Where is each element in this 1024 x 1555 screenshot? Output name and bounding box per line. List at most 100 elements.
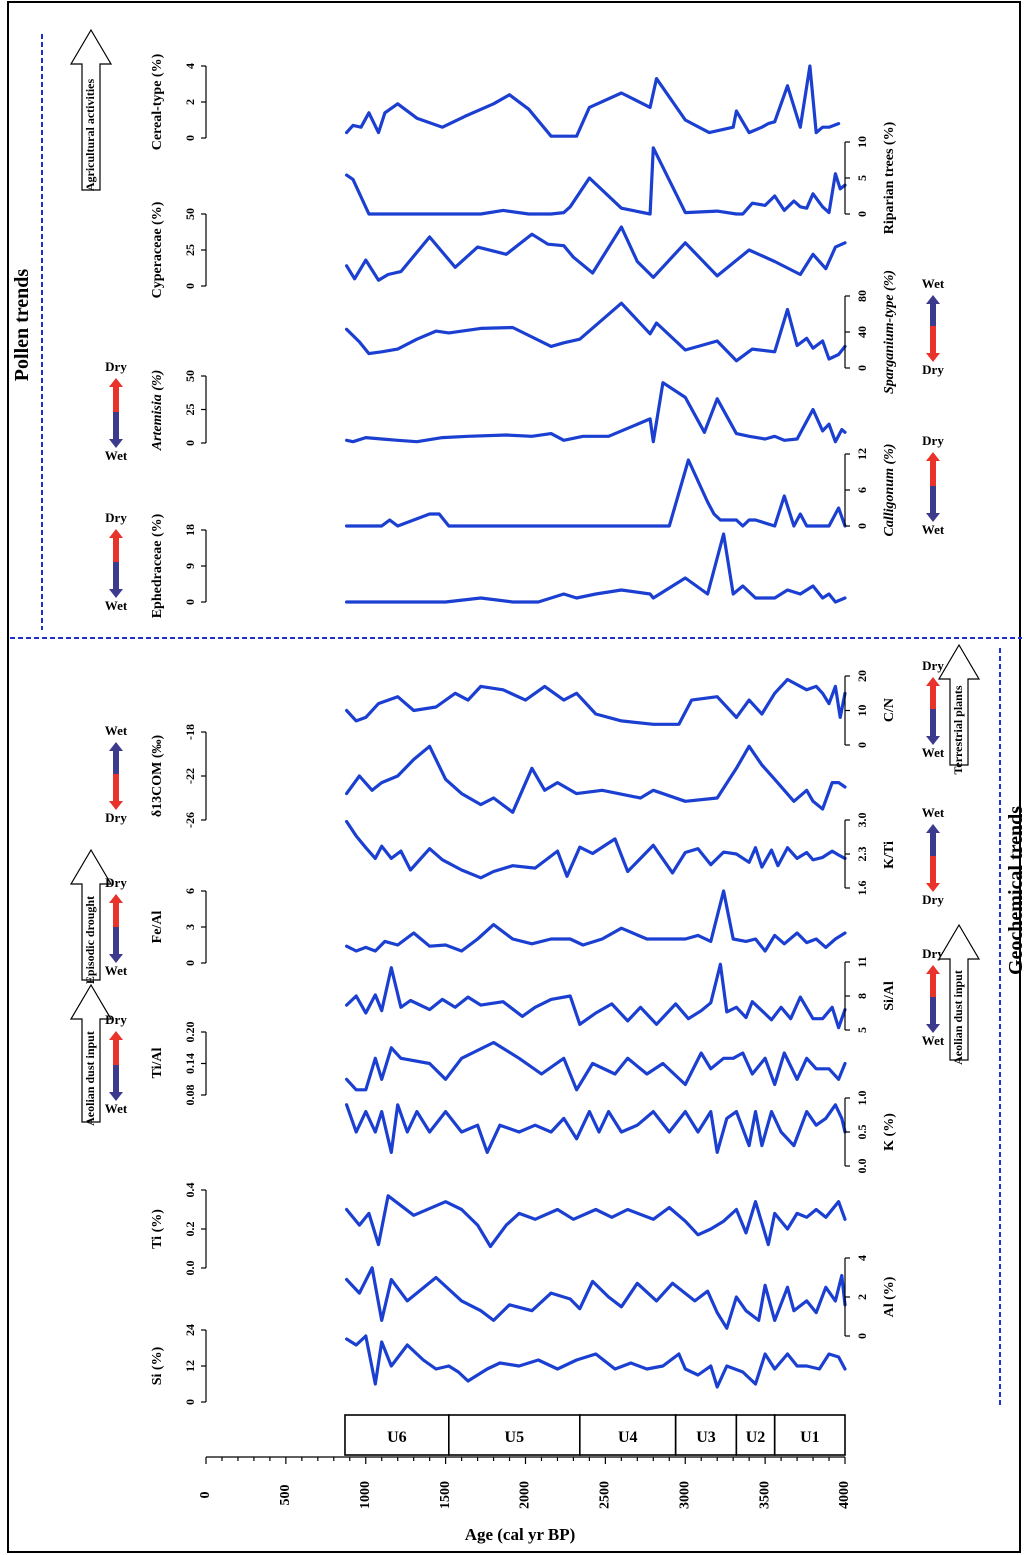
panel-label-6: Ephedraceae (%): [150, 513, 165, 618]
age-axis-title: Age (cal yr BP): [465, 1525, 576, 1544]
cn-indicator-dry-text: Dry: [922, 658, 944, 673]
ephedraceae-indicator-dry-text: Dry: [105, 510, 127, 525]
unit-label-U4: U4: [618, 1429, 638, 1446]
aeolian-ti-arrow-shape: [69, 983, 113, 1123]
sial-indicator-wet-text: Wet: [922, 1033, 945, 1048]
series-line-9: [345, 819, 847, 880]
cn-indicator-wet-arrow-head: [926, 736, 940, 745]
value-tick-label-7-2: 20: [855, 670, 869, 682]
ephedraceae-indicator-wet-text: Wet: [105, 598, 128, 613]
series-line-1: [345, 146, 847, 216]
value-tick-label-11-0: 5: [855, 1027, 869, 1033]
value-tick-label-10-1: 3: [183, 924, 197, 930]
d13c-indicator-wet-arrow: [109, 742, 123, 777]
value-tick-label-0-1: 2: [183, 99, 197, 105]
value-tick-label-6-2: 18: [183, 524, 197, 536]
kti-indicator-wet-text: Wet: [922, 805, 945, 820]
value-tick-label-9-2: 3.0: [855, 813, 869, 828]
value-tick-label-3-0: 0: [855, 365, 869, 371]
value-tick-label-8-0: -26: [183, 812, 197, 828]
aeolian-ti-arrow: Aeolian dust input: [69, 983, 113, 1126]
calligonum-indicator-wet-arrow-head: [926, 513, 940, 522]
kti-indicator-wet-arrow: [926, 824, 940, 859]
value-tick-label-14-2: 0.4: [183, 1183, 197, 1198]
age-axis: 0 500 1000 1500 2000 2500 3000 3500 4000 Age (cal…: [198, 1456, 852, 1544]
sparganium-indicator-wet-text: Wet: [922, 276, 945, 291]
episodic-drought-arrow-shape: [69, 848, 113, 981]
cn-indicator-wet-text: Wet: [922, 745, 945, 760]
value-tick-label-5-1: 6: [855, 487, 869, 493]
unit-bar: U6 U5 U4 U3 U2 U1: [344, 1414, 846, 1456]
tial-indicator-wet-text: Wet: [105, 1101, 128, 1116]
panel-label-10: Fe/Al: [150, 911, 165, 944]
d13c-indicator-dry-text: Dry: [105, 810, 127, 825]
panel-label-1: Riparian trees (%): [882, 121, 897, 234]
tial-indicator-dry-text: Dry: [105, 1012, 127, 1027]
panel-16: 0 12 24 Si (%): [150, 1324, 847, 1405]
calligonum-indicator-wet-text: Wet: [922, 522, 945, 537]
age-tick-label-1500: 1500: [438, 1481, 453, 1509]
feal-indicator-dry-arrow-head: [109, 894, 123, 903]
figure-border: [7, 1, 1021, 1553]
sial-indicator-dry-arrow-head: [926, 965, 940, 974]
value-tick-label-12-0: 0.08: [183, 1085, 197, 1106]
panel-label-3: Sparganium-type (%): [882, 270, 897, 394]
panel-6: 0 9 18 Ephedraceae (%): [150, 513, 847, 618]
value-tick-label-1-0: 0: [855, 211, 869, 217]
series-line-3: [345, 301, 847, 363]
panel-label-14: Ti (%): [150, 1209, 165, 1249]
sparganium-indicator-wet-arrow-head: [926, 295, 940, 304]
value-tick-label-9-0: 1.6: [855, 881, 869, 896]
panel-label-5: Calligonum (%): [882, 444, 897, 537]
aeolian-si-arrow-shape: [937, 923, 981, 1061]
unit-label-U5: U5: [505, 1429, 525, 1446]
value-tick-label-11-1: 8: [855, 993, 869, 999]
panel-label-12: Ti/Al: [150, 1047, 165, 1078]
value-tick-label-12-1: 0.14: [183, 1053, 197, 1074]
sial-indicator-wet-arrow-head: [926, 1024, 940, 1033]
value-tick-label-7-0: 0: [855, 742, 869, 748]
ephedraceae-indicator-dry-arrow-head: [109, 529, 123, 538]
value-tick-label-2-2: 50: [183, 208, 197, 220]
panel-10: 0 3 6 Fe/Al: [150, 888, 847, 966]
panel-label-0: Cereal-type (%): [150, 53, 165, 150]
panel-2: 0 25 50 Cyperaceae (%): [150, 201, 847, 298]
geochem-section-title: Geochemical trends: [1005, 806, 1024, 975]
feal-indicator-wet-arrow: [109, 927, 123, 963]
age-tick-label-1000: 1000: [358, 1481, 373, 1509]
value-tick-label-16-1: 12: [183, 1360, 197, 1372]
series-line-2: [345, 225, 847, 282]
pollen-section-title: Pollen trends: [11, 269, 33, 382]
panel-5: 0 6 12 Calligonum (%): [345, 444, 897, 537]
panel-label-11: Si/Al: [882, 981, 897, 1011]
value-tick-label-8-2: -18: [183, 724, 197, 740]
panel-4: 0 25 50 Artemisia (%): [150, 370, 847, 451]
d13c-indicator-wet-arrow-head: [109, 742, 123, 751]
panel-label-9: K/Ti: [882, 841, 897, 869]
sparganium-indicator-dry-text: Dry: [922, 362, 944, 377]
panel-8: -26 -22 -18 δ13COM (‰): [150, 724, 847, 828]
panel-label-16: Si (%): [150, 1346, 165, 1385]
feal-indicator-wet-arrow-head: [109, 954, 123, 963]
terrestrial-plants-arrow: Terrestrial plants: [937, 643, 981, 775]
terrestrial-plants-arrow-shape: [937, 643, 981, 766]
value-tick-label-15-1: 2: [855, 1294, 869, 1300]
cn-indicator-dry-arrow: [926, 677, 940, 712]
value-tick-label-6-1: 9: [183, 563, 197, 569]
calligonum-indicator-dry-text: Dry: [922, 433, 944, 448]
series-line-8: [345, 744, 847, 814]
sial-indicator-dry-text: Dry: [922, 946, 944, 961]
unit-box-U2: [735, 1414, 776, 1456]
kti-indicator-dry-text: Dry: [922, 892, 944, 907]
series-line-13: [345, 1103, 847, 1155]
value-tick-label-5-2: 12: [855, 448, 869, 460]
series-line-5: [345, 458, 847, 528]
aeolian-ti-arrow-text: Aeolian dust input: [83, 1031, 97, 1126]
cn-indicator-dry-arrow-head: [926, 677, 940, 686]
feal-indicator-dry-arrow: [109, 894, 123, 929]
feal-indicator-wet-text: Wet: [105, 963, 128, 978]
calligonum-indicator-wet-arrow: [926, 486, 940, 522]
panel-label-13: K (%): [882, 1113, 897, 1151]
panel-14: 0.0 0.2 0.4 Ti (%): [150, 1183, 847, 1276]
